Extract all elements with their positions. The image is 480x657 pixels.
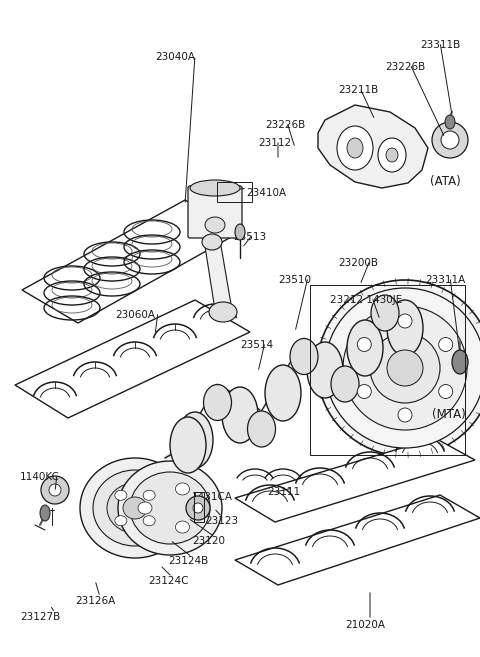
Ellipse shape — [386, 148, 398, 162]
Ellipse shape — [371, 295, 399, 331]
Text: 23311B: 23311B — [420, 40, 460, 50]
Text: 23513: 23513 — [233, 232, 266, 242]
Ellipse shape — [107, 483, 163, 533]
Ellipse shape — [235, 224, 245, 240]
Ellipse shape — [93, 470, 177, 546]
Text: 23111: 23111 — [267, 487, 300, 497]
Ellipse shape — [143, 516, 155, 526]
Polygon shape — [204, 240, 232, 310]
Text: 23120: 23120 — [192, 536, 225, 546]
Bar — [310, 285, 465, 455]
Text: (MTA): (MTA) — [432, 408, 466, 421]
Ellipse shape — [177, 412, 213, 468]
Ellipse shape — [325, 288, 480, 448]
Ellipse shape — [202, 234, 222, 250]
Ellipse shape — [337, 126, 373, 170]
Text: 21020A: 21020A — [345, 620, 385, 630]
Bar — [217, 182, 252, 202]
Ellipse shape — [347, 138, 363, 158]
Text: 23200B: 23200B — [338, 258, 378, 268]
Text: 23410A: 23410A — [246, 188, 286, 198]
Text: 1431CA: 1431CA — [192, 492, 233, 502]
Text: 23226B: 23226B — [385, 62, 425, 72]
Text: 23124C: 23124C — [148, 576, 189, 586]
Polygon shape — [15, 300, 250, 418]
Ellipse shape — [317, 280, 480, 456]
Text: 23124B: 23124B — [168, 556, 208, 566]
Ellipse shape — [40, 505, 50, 521]
Polygon shape — [318, 105, 428, 188]
Ellipse shape — [170, 417, 206, 473]
Ellipse shape — [190, 180, 240, 196]
Text: 23060A: 23060A — [115, 310, 155, 320]
Text: 23514: 23514 — [240, 340, 273, 350]
Ellipse shape — [357, 338, 372, 351]
Ellipse shape — [432, 122, 468, 158]
Ellipse shape — [205, 217, 225, 233]
Ellipse shape — [441, 131, 459, 149]
Text: 23212 1430JE: 23212 1430JE — [330, 295, 402, 305]
Ellipse shape — [265, 365, 301, 421]
Ellipse shape — [176, 483, 190, 495]
Ellipse shape — [387, 350, 423, 386]
Text: (ATA): (ATA) — [430, 175, 461, 188]
Text: 23211B: 23211B — [338, 85, 378, 95]
Text: 1140KC: 1140KC — [20, 472, 60, 482]
Ellipse shape — [378, 138, 406, 172]
Ellipse shape — [209, 302, 237, 322]
Polygon shape — [235, 495, 480, 585]
Text: 23127B: 23127B — [20, 612, 60, 622]
Ellipse shape — [347, 320, 383, 376]
Ellipse shape — [176, 521, 190, 533]
FancyBboxPatch shape — [188, 186, 242, 238]
Polygon shape — [235, 438, 475, 522]
Ellipse shape — [387, 300, 423, 356]
Bar — [194, 492, 204, 522]
Ellipse shape — [41, 476, 69, 504]
Text: 23126A: 23126A — [75, 596, 115, 606]
Ellipse shape — [186, 496, 210, 520]
Ellipse shape — [143, 490, 155, 500]
Ellipse shape — [49, 484, 61, 496]
Ellipse shape — [222, 387, 258, 443]
Ellipse shape — [398, 314, 412, 328]
Ellipse shape — [307, 342, 343, 398]
Text: 23226B: 23226B — [265, 120, 305, 130]
Ellipse shape — [439, 338, 453, 351]
Ellipse shape — [130, 472, 210, 544]
Text: 23311A: 23311A — [425, 275, 465, 285]
Text: 23112: 23112 — [258, 138, 291, 148]
Polygon shape — [22, 200, 240, 323]
Ellipse shape — [193, 503, 203, 513]
Ellipse shape — [115, 490, 127, 500]
Ellipse shape — [204, 384, 231, 420]
Ellipse shape — [290, 338, 318, 374]
Text: 23040A: 23040A — [155, 52, 195, 62]
Ellipse shape — [331, 366, 359, 402]
Text: 23123: 23123 — [205, 516, 238, 526]
Ellipse shape — [398, 408, 412, 422]
Ellipse shape — [118, 461, 222, 555]
Ellipse shape — [115, 516, 127, 526]
Ellipse shape — [123, 497, 147, 519]
Text: 23510: 23510 — [278, 275, 311, 285]
Ellipse shape — [343, 306, 467, 430]
Ellipse shape — [370, 333, 440, 403]
Ellipse shape — [445, 115, 455, 129]
Ellipse shape — [248, 411, 276, 447]
Ellipse shape — [357, 384, 372, 399]
Ellipse shape — [452, 350, 468, 374]
Ellipse shape — [439, 384, 453, 399]
Ellipse shape — [80, 458, 190, 558]
Ellipse shape — [138, 502, 152, 514]
